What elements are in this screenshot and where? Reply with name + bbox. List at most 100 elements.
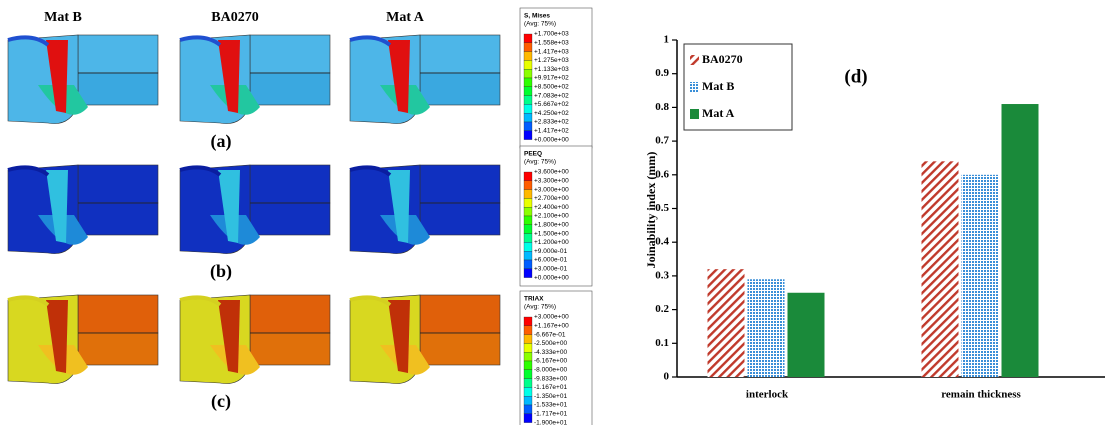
lower-sheet (420, 73, 500, 105)
legend-value: -6.167e+00 (534, 358, 567, 365)
legend-value: +7.083e+02 (534, 92, 569, 99)
legend-band (524, 361, 532, 370)
legend-band (524, 131, 532, 140)
legend-value: +9.000e-01 (534, 248, 567, 255)
legend-band (524, 234, 532, 243)
bar (788, 293, 825, 377)
legend-value: +0.000e+00 (534, 136, 569, 143)
legend-value: -4.333e+00 (534, 349, 567, 356)
legend-value: +6.000e-01 (534, 257, 567, 264)
y-tick-label: 0.8 (655, 101, 669, 113)
legend-band (524, 104, 532, 113)
upper-sheet (420, 35, 500, 73)
legend-band (524, 34, 532, 43)
column-label: Mat B (44, 10, 82, 25)
legend-value: +1.558e+03 (534, 40, 569, 47)
legend-value: -2.500e+00 (534, 340, 567, 347)
upper-sheet (250, 35, 330, 73)
legend-band (524, 216, 532, 225)
legend-band (524, 251, 532, 260)
bar (962, 175, 999, 377)
legend-value: +1.800e+00 (534, 222, 569, 229)
legend-band (524, 181, 532, 190)
legend-band (524, 69, 532, 78)
bar (708, 269, 745, 377)
x-tick-label: interlock (746, 389, 789, 401)
bar-chart: (d) Joinability index (mm) 00.10.20.30.4… (644, 34, 1105, 401)
y-tick-label: 0.7 (655, 135, 669, 147)
legend-value: +1.200e+00 (534, 239, 569, 246)
legend-value: +1.700e+03 (534, 31, 569, 38)
legend-value: +1.133e+03 (534, 66, 569, 73)
legend-value: -1.533e+01 (534, 402, 567, 409)
legend-band (524, 269, 532, 278)
contour-image (350, 295, 500, 384)
legend-value: +3.300e+00 (534, 178, 569, 185)
bar (1002, 104, 1039, 377)
legend-value: +0.000e+00 (534, 274, 569, 281)
x-tick-label: remain thickness (941, 389, 1021, 401)
legend-band (524, 96, 532, 105)
upper-sheet (78, 165, 158, 203)
legend-value: +3.600e+00 (534, 169, 569, 176)
column-label: BA0270 (211, 10, 258, 25)
legend-title: PEEQ (524, 151, 542, 158)
legend-band (524, 370, 532, 379)
legend-band (524, 405, 532, 414)
legend-swatch (690, 82, 699, 92)
legend-band (524, 78, 532, 87)
legend-value: +1.275e+03 (534, 57, 569, 64)
legend-value: -1.167e+01 (534, 384, 567, 391)
legend-label: Mat A (702, 106, 735, 120)
legend-value: +4.250e+02 (534, 110, 569, 117)
contour-image (8, 165, 158, 254)
legend-title: TRIAX (524, 296, 544, 303)
legend-band (524, 317, 532, 326)
legend-swatch (690, 55, 699, 65)
legend-band (524, 172, 532, 181)
lower-sheet (78, 73, 158, 105)
legend-swatch (690, 109, 699, 119)
legend-band (524, 242, 532, 251)
legend-subtitle: (Avg: 75%) (524, 159, 556, 166)
legend-band (524, 52, 532, 61)
lower-sheet (250, 73, 330, 105)
legend-band (524, 225, 532, 234)
lower-sheet (420, 203, 500, 235)
contour-image (180, 165, 330, 254)
panel-label: (a) (211, 131, 232, 152)
y-tick-label: 0.2 (655, 303, 669, 315)
y-tick-label: 0.3 (655, 269, 669, 281)
legend-value: +3.000e+00 (534, 314, 569, 321)
legend-band (524, 379, 532, 388)
contour-image (180, 35, 330, 124)
lower-sheet (250, 333, 330, 365)
legend-band (524, 87, 532, 96)
y-tick-label: 0.1 (655, 337, 669, 349)
legend-band (524, 190, 532, 199)
legend-band (524, 396, 532, 405)
legend-value: +2.100e+00 (534, 213, 569, 220)
figure: Mat BBA0270Mat A(a)S, Mises(Avg: 75%)+1.… (0, 0, 1110, 425)
legend-value: +3.000e-01 (534, 266, 567, 273)
legend-value: +2.400e+00 (534, 204, 569, 211)
legend-value: +8.500e+02 (534, 84, 569, 91)
y-tick-label: 0 (664, 371, 670, 383)
upper-sheet (420, 295, 500, 333)
legend-value: +2.700e+00 (534, 195, 569, 202)
legend-value: +2.833e+02 (534, 119, 569, 126)
contour-image (8, 35, 158, 124)
panel-label: (b) (210, 261, 232, 282)
y-tick-label: 0.5 (655, 202, 669, 214)
legend-value: +1.167e+00 (534, 323, 569, 330)
legend-value: +1.417e+03 (534, 48, 569, 55)
legend-value: +3.000e+00 (534, 186, 569, 193)
legend-band (524, 207, 532, 216)
legend-value: +1.500e+00 (534, 230, 569, 237)
lower-sheet (420, 333, 500, 365)
upper-sheet (420, 165, 500, 203)
y-tick-label: 0.6 (655, 168, 669, 180)
lower-sheet (78, 333, 158, 365)
legend-value: +5.667e+02 (534, 101, 569, 108)
upper-sheet (78, 295, 158, 333)
